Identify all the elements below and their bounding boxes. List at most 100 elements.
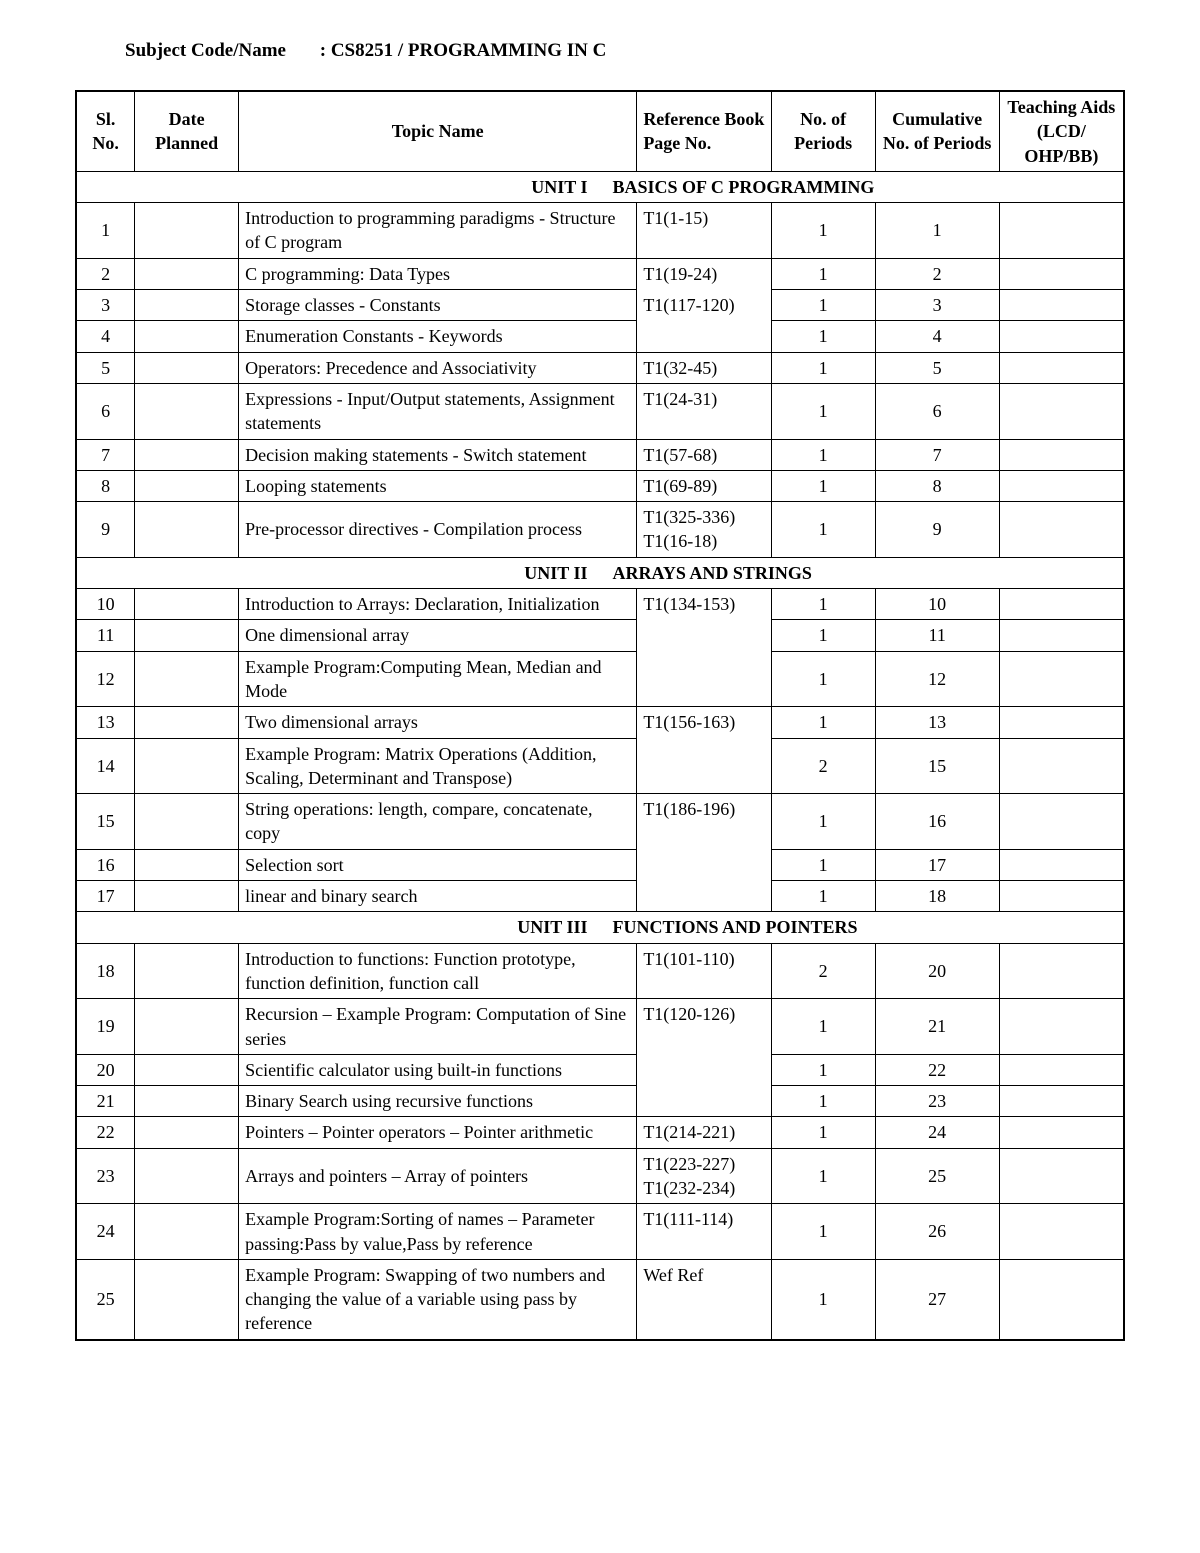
subject-label: Subject Code/Name bbox=[125, 40, 315, 62]
cell-sl: 23 bbox=[76, 1148, 135, 1204]
cell-periods: 1 bbox=[771, 203, 875, 259]
cell-ref: T1(1-15) bbox=[637, 203, 771, 259]
cell-periods: 2 bbox=[771, 738, 875, 794]
cell-sl: 2 bbox=[76, 258, 135, 289]
cell-aids bbox=[999, 258, 1124, 289]
cell-ref bbox=[637, 620, 771, 651]
cell-aids bbox=[999, 999, 1124, 1055]
cell-topic: Scientific calculator using built-in fun… bbox=[239, 1054, 637, 1085]
cell-aids bbox=[999, 849, 1124, 880]
table-row: 6Expressions - Input/Output statements, … bbox=[76, 383, 1124, 439]
cell-ref bbox=[637, 881, 771, 912]
hdr-aid: Teaching Aids (LCD/ OHP/BB) bbox=[999, 91, 1124, 171]
cell-sl: 18 bbox=[76, 943, 135, 999]
cell-date bbox=[135, 383, 239, 439]
cell-aids bbox=[999, 1086, 1124, 1117]
cell-sl: 1 bbox=[76, 203, 135, 259]
table-row: 2C programming: Data TypesT1(19-24)12 bbox=[76, 258, 1124, 289]
hdr-cum: Cumulative No. of Periods bbox=[875, 91, 999, 171]
cell-date bbox=[135, 881, 239, 912]
cell-topic: Expressions - Input/Output statements, A… bbox=[239, 383, 637, 439]
table-row: 13Two dimensional arraysT1(156-163)113 bbox=[76, 707, 1124, 738]
cell-aids bbox=[999, 502, 1124, 558]
unit-title: BASICS OF C PROGRAMMING bbox=[613, 175, 1078, 199]
cell-date bbox=[135, 999, 239, 1055]
cell-date bbox=[135, 620, 239, 651]
cell-ref bbox=[637, 849, 771, 880]
unit-header: UNIT IIIFUNCTIONS AND POINTERS bbox=[76, 912, 1124, 943]
hdr-date: Date Planned bbox=[135, 91, 239, 171]
cell-periods: 1 bbox=[771, 651, 875, 707]
cell-cumulative: 25 bbox=[875, 1148, 999, 1204]
cell-sl: 12 bbox=[76, 651, 135, 707]
cell-cumulative: 27 bbox=[875, 1259, 999, 1339]
cell-aids bbox=[999, 383, 1124, 439]
cell-ref: T1(223-227) T1(232-234) bbox=[637, 1148, 771, 1204]
cell-periods: 2 bbox=[771, 943, 875, 999]
cell-ref: T1(111-114) bbox=[637, 1204, 771, 1260]
cell-periods: 1 bbox=[771, 794, 875, 850]
cell-date bbox=[135, 1086, 239, 1117]
cell-aids bbox=[999, 620, 1124, 651]
cell-aids bbox=[999, 943, 1124, 999]
cell-topic: Storage classes - Constants bbox=[239, 290, 637, 321]
subject-line: Subject Code/Name : CS8251 / PROGRAMMING… bbox=[125, 40, 1125, 62]
cell-date bbox=[135, 1259, 239, 1339]
table-row: 12Example Program:Computing Mean, Median… bbox=[76, 651, 1124, 707]
cell-date bbox=[135, 589, 239, 620]
cell-sl: 16 bbox=[76, 849, 135, 880]
cell-sl: 14 bbox=[76, 738, 135, 794]
cell-sl: 7 bbox=[76, 439, 135, 470]
cell-ref: T1(186-196) bbox=[637, 794, 771, 850]
cell-periods: 1 bbox=[771, 383, 875, 439]
cell-aids bbox=[999, 1204, 1124, 1260]
unit-title: FUNCTIONS AND POINTERS bbox=[613, 915, 1078, 939]
table-row: 7 Decision making statements - Switch sta… bbox=[76, 439, 1124, 470]
cell-date bbox=[135, 943, 239, 999]
cell-cumulative: 1 bbox=[875, 203, 999, 259]
cell-periods: 1 bbox=[771, 1117, 875, 1148]
table-row: 18Introduction to functions: Function pr… bbox=[76, 943, 1124, 999]
cell-aids bbox=[999, 439, 1124, 470]
unit-header: UNIT IIARRAYS AND STRINGS bbox=[76, 557, 1124, 588]
cell-cumulative: 18 bbox=[875, 881, 999, 912]
cell-ref: T1(120-126) bbox=[637, 999, 771, 1055]
cell-periods: 1 bbox=[771, 620, 875, 651]
cell-topic: String operations: length, compare, conc… bbox=[239, 794, 637, 850]
cell-topic: Decision making statements - Switch stat… bbox=[239, 439, 637, 470]
table-row: 19Recursion – Example Program: Computati… bbox=[76, 999, 1124, 1055]
cell-aids bbox=[999, 290, 1124, 321]
table-row: 20Scientific calculator using built-in f… bbox=[76, 1054, 1124, 1085]
cell-aids bbox=[999, 1117, 1124, 1148]
cell-ref: T1(117-120) bbox=[637, 290, 771, 321]
cell-ref bbox=[637, 738, 771, 794]
cell-ref: T1(156-163) bbox=[637, 707, 771, 738]
cell-date bbox=[135, 321, 239, 352]
unit-header: UNIT IBASICS OF C PROGRAMMING bbox=[76, 171, 1124, 202]
cell-topic: Recursion – Example Program: Computation… bbox=[239, 999, 637, 1055]
cell-date bbox=[135, 439, 239, 470]
cell-date bbox=[135, 290, 239, 321]
cell-ref bbox=[637, 1054, 771, 1085]
cell-topic: Pointers – Pointer operators – Pointer a… bbox=[239, 1117, 637, 1148]
table-row: 8Looping statementsT1(69-89)18 bbox=[76, 470, 1124, 501]
unit-title: ARRAYS AND STRINGS bbox=[613, 561, 1078, 585]
cell-aids bbox=[999, 352, 1124, 383]
cell-sl: 15 bbox=[76, 794, 135, 850]
cell-cumulative: 3 bbox=[875, 290, 999, 321]
cell-date bbox=[135, 470, 239, 501]
cell-topic: Operators: Precedence and Associativity bbox=[239, 352, 637, 383]
cell-periods: 1 bbox=[771, 999, 875, 1055]
cell-ref: T1(19-24) bbox=[637, 258, 771, 289]
cell-cumulative: 8 bbox=[875, 470, 999, 501]
cell-cumulative: 23 bbox=[875, 1086, 999, 1117]
cell-ref bbox=[637, 321, 771, 352]
cell-topic: Two dimensional arrays bbox=[239, 707, 637, 738]
cell-sl: 3 bbox=[76, 290, 135, 321]
cell-sl: 21 bbox=[76, 1086, 135, 1117]
table-row: 4Enumeration Constants - Keywords14 bbox=[76, 321, 1124, 352]
cell-date bbox=[135, 1054, 239, 1085]
hdr-per: No. of Periods bbox=[771, 91, 875, 171]
cell-date bbox=[135, 203, 239, 259]
cell-topic: C programming: Data Types bbox=[239, 258, 637, 289]
